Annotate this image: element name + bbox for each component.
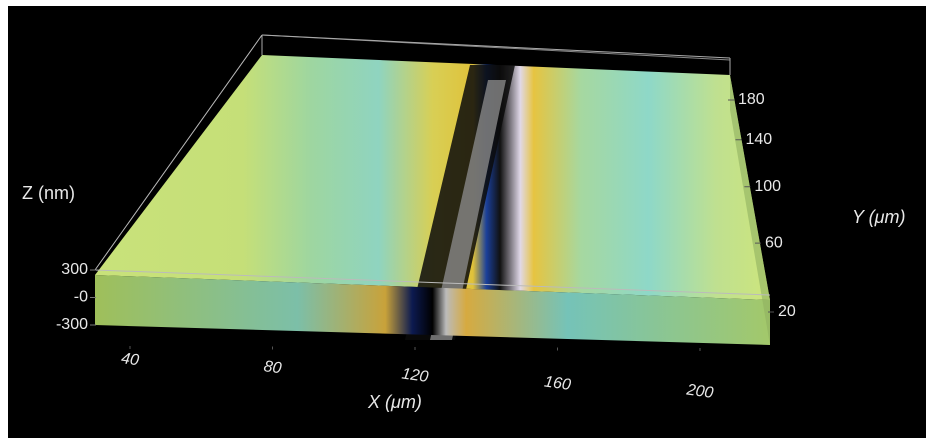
z-tick-label: 300 bbox=[61, 261, 88, 278]
page: {"chart_data": {"type": "surface3d", "xl… bbox=[0, 0, 933, 442]
x-tick-label: 80 bbox=[263, 358, 283, 377]
y-tick-label: 140 bbox=[746, 131, 773, 148]
y-axis-label: Y (μm) bbox=[852, 207, 906, 227]
x-axis-label: X (μm) bbox=[367, 392, 422, 412]
z-axis-label: Z (nm) bbox=[22, 183, 75, 203]
y-tick-label: 20 bbox=[778, 303, 796, 320]
y-tick-label: 60 bbox=[765, 234, 783, 251]
y-tick-label: 100 bbox=[754, 178, 781, 195]
y-tick-label: 180 bbox=[738, 91, 765, 108]
z-tick-label: -0 bbox=[74, 289, 88, 306]
chart: Z (nm) Y (μm) X (μm) 4080120160200206010… bbox=[0, 0, 933, 442]
z-tick-label: -300 bbox=[56, 316, 88, 333]
x-tick-label: 40 bbox=[120, 350, 140, 369]
